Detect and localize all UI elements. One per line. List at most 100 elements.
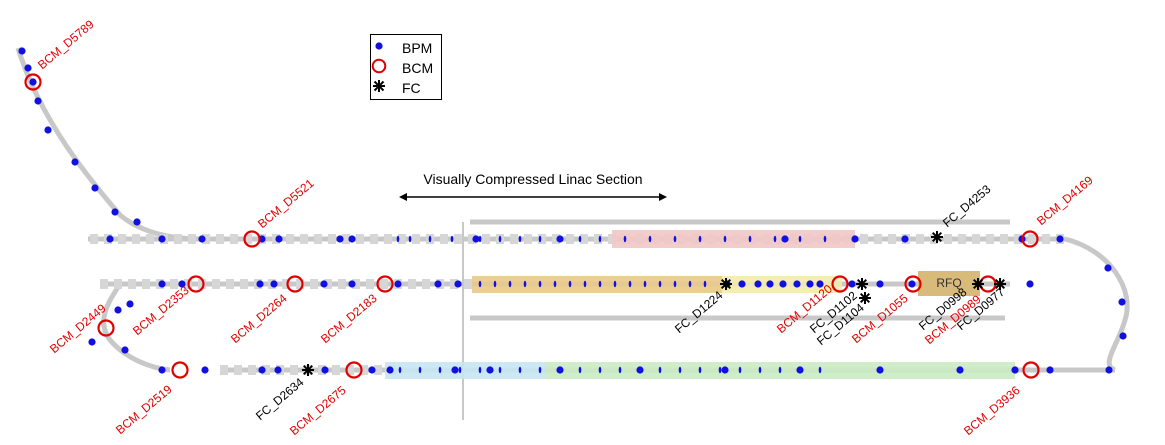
- beamline-element: [370, 234, 378, 244]
- bpm-marker: [766, 280, 774, 288]
- beamline-element: [360, 365, 368, 375]
- bpm-marker: [1104, 264, 1112, 272]
- beamline-element: [198, 279, 206, 289]
- beamline-element: [346, 365, 354, 375]
- beamline-element: [1014, 234, 1022, 244]
- bcm-marker: [1022, 361, 1040, 379]
- beamline-element: [468, 234, 476, 244]
- beamline-element: [216, 234, 224, 244]
- beamline-element: [874, 234, 882, 244]
- beamline-element: [944, 234, 952, 244]
- bpm-marker-small: [538, 280, 542, 288]
- beamline-element: [282, 279, 290, 289]
- bpm-marker: [793, 280, 801, 288]
- bpm-marker-small: [598, 235, 602, 243]
- bpm-icon: [375, 42, 383, 50]
- bpm-marker: [636, 366, 644, 374]
- bpm-marker-small: [748, 235, 752, 243]
- bpm-marker-small: [818, 366, 822, 374]
- bpm-marker: [754, 280, 762, 288]
- beamline-element: [114, 279, 122, 289]
- bpm-marker-small: [723, 235, 727, 243]
- bpm-marker: [270, 280, 278, 288]
- legend-item-fc: FC: [371, 78, 441, 98]
- beamline-element: [1000, 234, 1008, 244]
- bpm-marker-small: [396, 235, 400, 243]
- legend-item-bcm: BCM: [371, 58, 441, 78]
- bpm-marker-small: [823, 235, 827, 243]
- bpm-marker-small: [418, 366, 422, 374]
- beamline-element: [132, 234, 140, 244]
- bpm-marker-small: [658, 280, 662, 288]
- bpm-marker: [806, 280, 814, 288]
- bcm-marker: [171, 361, 189, 379]
- bpm-marker-small: [553, 280, 557, 288]
- beamline-element: [290, 365, 298, 375]
- bpm-marker: [121, 346, 129, 354]
- beamline-element: [580, 234, 588, 244]
- bpm-marker: [201, 366, 209, 374]
- bpm-marker: [348, 280, 356, 288]
- bpm-marker-small: [598, 280, 602, 288]
- bpm-marker: [394, 280, 402, 288]
- bpm-marker: [274, 366, 282, 374]
- cryomodule-segment-blue: [385, 362, 545, 379]
- bpm-marker-small: [583, 280, 587, 288]
- bpm-marker-small: [698, 366, 702, 374]
- beamline-element: [332, 365, 340, 375]
- beamline-element: [170, 279, 178, 289]
- beamline-element: [482, 234, 490, 244]
- bpm-marker: [876, 366, 884, 374]
- beamline-element: [100, 279, 108, 289]
- bpm-marker: [256, 280, 264, 288]
- beamline-element: [244, 234, 252, 244]
- bpm-marker: [24, 64, 32, 72]
- bpm-marker: [158, 366, 166, 374]
- bpm-marker-small: [613, 280, 617, 288]
- bpm-marker: [1118, 298, 1126, 306]
- cryomodule-segment-orange: [472, 276, 722, 293]
- beamline-element: [384, 234, 392, 244]
- beamline-pipe: [1064, 236, 1130, 373]
- bpm-marker: [848, 280, 856, 288]
- beamline-element: [338, 279, 346, 289]
- bpm-marker: [126, 300, 134, 308]
- beamline-element: [342, 234, 350, 244]
- bcm-marker: [1021, 230, 1039, 248]
- bpm-marker: [88, 338, 96, 346]
- bpm-marker-small: [578, 366, 582, 374]
- bpm-marker-small: [738, 366, 742, 374]
- beamline-element: [240, 279, 248, 289]
- legend-label-bpm: BPM: [402, 40, 433, 56]
- bpm-marker: [1011, 366, 1019, 374]
- bpm-marker-small: [628, 280, 632, 288]
- bpm-marker: [851, 235, 859, 243]
- beamline-element: [128, 279, 136, 289]
- bpm-marker-small: [718, 366, 722, 374]
- beamline-element: [366, 279, 374, 289]
- bpm-marker: [472, 235, 480, 243]
- beamline-element: [380, 279, 388, 289]
- bpm-marker-small: [493, 280, 497, 288]
- beamline-element: [142, 279, 150, 289]
- bpm-marker: [275, 235, 283, 243]
- beamline-element: [986, 234, 994, 244]
- rfq-label: RFQ: [936, 276, 962, 290]
- bcm-marker: [831, 275, 849, 293]
- fc-marker: [972, 278, 984, 290]
- bpm-marker-small: [428, 235, 432, 243]
- bcm-marker: [24, 73, 42, 91]
- bpm-marker-small: [673, 235, 677, 243]
- beamline-element: [566, 234, 574, 244]
- bpm-marker: [908, 280, 916, 288]
- bpm-marker-small: [798, 235, 802, 243]
- cryomodule-segment-pink: [612, 230, 855, 248]
- bpm-marker: [158, 235, 166, 243]
- bpm-marker-small: [688, 280, 692, 288]
- beamline-element: [300, 234, 308, 244]
- bpm-marker-small: [598, 366, 602, 374]
- bpm-marker: [133, 218, 141, 226]
- beamline-element: [374, 365, 382, 375]
